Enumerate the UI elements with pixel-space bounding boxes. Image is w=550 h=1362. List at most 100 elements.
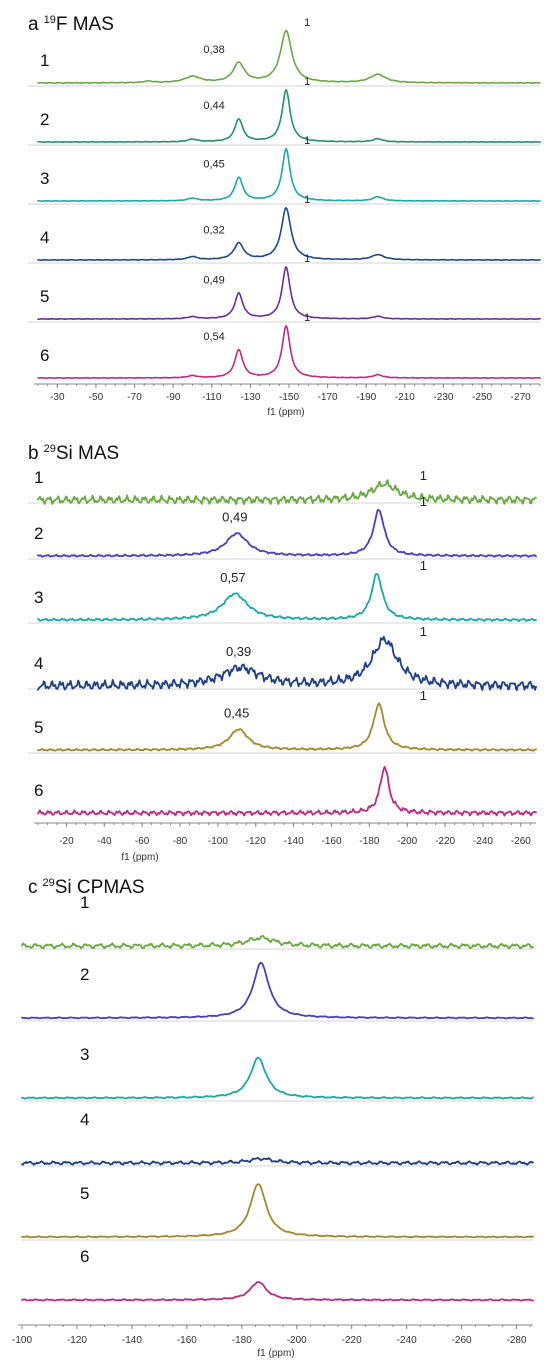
x-axis-tick-label: -240	[397, 1335, 417, 1346]
x-axis-tick-label: -100	[208, 836, 228, 847]
reference-peak-label: 1	[420, 688, 427, 703]
panel-b-x-axis: -20 -40 -60 -80 -100 -120 -140 -160 -180 -200 -220…	[34, 822, 536, 847]
spectrum-trace-5	[37, 265, 541, 321]
x-axis-tick-label: -220	[342, 1335, 362, 1346]
spectrum-trace-1	[37, 479, 537, 506]
spectrum-trace-4	[37, 207, 541, 262]
panel-a-isotope-mass: 19	[44, 14, 56, 26]
spectrum-label-4: 4	[40, 228, 49, 247]
panel-a-traces: 1 0,38 1 2 0,44 1 3 0,45 1 4 0,32 1 5 0,49 1 6 0,54 1	[28, 17, 541, 380]
panel-b-title: b 29Si MAS	[28, 443, 119, 464]
x-axis-tick-label: -160	[177, 1335, 197, 1346]
reference-peak-label: 1	[420, 624, 427, 639]
relative-intensity-label: 0,32	[203, 224, 224, 236]
x-axis-tick-label: -190	[356, 392, 376, 403]
spectrum-label-1: 1	[34, 468, 43, 487]
panel-c-x-axis: -100 -120 -140 -160 -180 -200 -220 -240 -260 -280	[12, 1324, 533, 1346]
spectrum-trace-3	[21, 1056, 534, 1100]
x-axis-tick-label: -60	[135, 836, 150, 847]
spectrum-label-6: 6	[80, 1247, 89, 1266]
spectrum-label-5: 5	[40, 287, 49, 306]
spectrum-label-3: 3	[34, 588, 43, 607]
spectrum-trace-6	[21, 1281, 534, 1302]
x-axis-tick-label: -170	[318, 392, 338, 403]
reference-peak-label: 1	[304, 194, 310, 206]
x-axis-tick-label: -260	[452, 1335, 472, 1346]
panel-b-isotope-mass: 29	[44, 443, 56, 455]
panel-c-traces: 1 2 3 4 5 6	[21, 893, 534, 1302]
panel-b-29si-mas: b 29Si MAS 1 1 2 0,49 1 3 0,57 1 4 0,39 1 5 0,45 1 6 -2…	[28, 443, 537, 863]
x-axis-tick-label: -230	[433, 392, 453, 403]
relative-intensity-label: 0,38	[203, 44, 224, 56]
spectrum-label-6: 6	[40, 346, 49, 365]
panel-b-title-rest: Si MAS	[56, 443, 119, 464]
spectrum-trace-3	[37, 573, 537, 623]
panel-a-x-axis-title: f1 (ppm)	[267, 407, 304, 418]
spectrum-label-4: 4	[34, 654, 43, 673]
spectrum-label-5: 5	[34, 718, 43, 737]
reference-peak-label: 1	[304, 135, 310, 147]
panel-a-letter: a	[28, 14, 39, 35]
spectrum-trace-2	[37, 88, 541, 144]
panel-a-title: a 19F MAS	[28, 14, 114, 35]
panel-a-x-axis: -30 -50 -70 -90 -110 -130 -150 -170 -190 -210 -230…	[34, 383, 541, 403]
spectrum-label-6: 6	[34, 781, 43, 800]
x-axis-tick-label: -220	[435, 836, 455, 847]
x-axis-tick-label: -70	[127, 392, 142, 403]
panel-b-letter: b	[28, 443, 39, 464]
spectrum-label-1: 1	[40, 51, 49, 70]
spectrum-label-5: 5	[80, 1184, 89, 1203]
x-axis-tick-label: -150	[279, 392, 299, 403]
x-axis-tick-label: -50	[89, 392, 104, 403]
relative-intensity-label: 0,44	[203, 100, 224, 112]
relative-intensity-label: 0,45	[203, 159, 224, 171]
x-axis-tick-label: -180	[359, 836, 379, 847]
reference-peak-label: 1	[420, 494, 427, 509]
x-axis-tick-label: -280	[507, 1335, 527, 1346]
spectrum-label-2: 2	[34, 524, 43, 543]
x-axis-tick-label: -120	[67, 1335, 87, 1346]
relative-intensity-label: 0,39	[226, 644, 251, 659]
spectrum-label-3: 3	[40, 169, 49, 188]
spectrum-label-1: 1	[80, 893, 89, 912]
panel-c-x-axis-title: f1 (ppm)	[257, 1348, 294, 1359]
panel-c-title: c 29Si CPMAS	[28, 877, 145, 898]
x-axis-tick-label: -250	[472, 392, 492, 403]
x-axis-tick-label: -160	[321, 836, 341, 847]
relative-intensity-label: 0,54	[203, 331, 224, 343]
spectrum-trace-5	[21, 1183, 534, 1239]
reference-peak-label: 1	[420, 558, 427, 573]
x-axis-tick-label: -80	[173, 836, 188, 847]
panel-c-isotope-mass: 29	[43, 877, 55, 889]
spectrum-label-2: 2	[80, 965, 89, 984]
reference-peak-label: 1	[304, 253, 310, 265]
spectrum-trace-2	[37, 508, 537, 558]
spectrum-trace-3	[37, 147, 541, 203]
x-axis-tick-label: -240	[473, 836, 493, 847]
panel-c-title-rest: Si CPMAS	[55, 877, 145, 898]
x-axis-tick-label: -270	[511, 392, 531, 403]
panel-a-title-rest: F MAS	[56, 14, 114, 35]
spectrum-label-3: 3	[80, 1045, 89, 1064]
spectrum-trace-6	[37, 765, 537, 817]
spectrum-trace-4	[21, 1156, 534, 1166]
reference-peak-label: 1	[304, 76, 310, 88]
x-axis-tick-label: -90	[166, 392, 181, 403]
x-axis-tick-label: -110	[202, 392, 222, 403]
spectrum-label-4: 4	[80, 1110, 89, 1129]
x-axis-tick-label: -40	[97, 836, 112, 847]
x-axis-tick-label: -130	[240, 392, 260, 403]
x-axis-tick-label: -120	[246, 836, 266, 847]
spectrum-label-2: 2	[40, 110, 49, 129]
panel-a-19f-mas: a 19F MAS 1 0,38 1 2 0,44 1 3 0,45 1 4 0,32 1 5 0,49 1 6…	[28, 14, 541, 418]
relative-intensity-label: 0,49	[203, 275, 224, 287]
x-axis-tick-label: -210	[395, 392, 415, 403]
spectrum-trace-2	[21, 961, 534, 1020]
panel-b-traces: 1 1 2 0,49 1 3 0,57 1 4 0,39 1 5 0,45 1 6	[28, 468, 537, 817]
relative-intensity-label: 0,57	[220, 570, 245, 585]
x-axis-tick-label: -30	[50, 392, 65, 403]
panel-b-x-axis-title: f1 (ppm)	[121, 852, 158, 863]
reference-peak-label: 1	[420, 468, 427, 483]
x-axis-tick-label: -20	[59, 836, 74, 847]
reference-peak-label: 1	[304, 312, 310, 324]
